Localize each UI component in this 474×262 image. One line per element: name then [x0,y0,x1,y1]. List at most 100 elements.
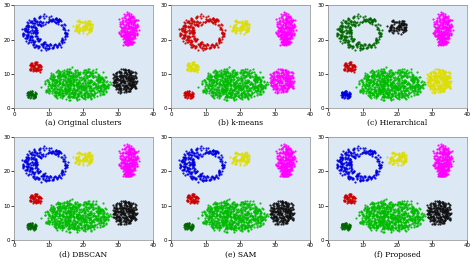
Point [82,156,90,160]
Point [33,20,41,24]
Point [363,177,371,181]
Point [426,209,433,213]
Point [129,159,137,163]
Point [439,22,447,26]
Point [72,222,79,226]
Point [285,172,293,177]
Point [379,88,386,92]
Point [269,202,277,206]
Point [281,164,288,168]
Point [288,155,296,159]
Point [368,151,376,155]
Point [191,38,199,42]
Point [415,83,422,88]
Point [359,214,367,218]
Point [78,220,85,224]
Point [115,163,122,167]
Point [129,154,137,158]
Point [194,196,201,201]
Point [399,212,406,217]
Point [388,88,395,92]
Point [179,27,187,31]
Point [225,75,233,80]
Point [440,33,447,37]
Point [257,216,264,220]
Point [445,213,453,217]
Point [400,198,408,203]
Point [433,33,441,37]
Point [438,74,446,78]
Point [93,86,100,90]
Point [205,217,213,221]
Point [272,82,279,86]
Point [82,21,89,25]
Point [29,96,37,100]
Point [227,83,234,87]
Point [394,91,401,95]
Point [407,75,414,79]
Point [73,230,81,234]
Point [69,73,76,77]
Point [285,211,293,215]
Point [59,214,67,218]
Point [373,213,380,217]
Point [414,78,422,83]
Point [60,68,68,73]
Point [439,212,447,216]
Point [64,218,72,222]
Point [187,225,195,229]
Point [358,216,365,220]
Point [72,215,80,219]
Point [124,75,131,80]
Point [193,19,201,23]
Point [247,211,255,215]
Point [23,20,31,24]
Point [226,75,233,79]
Point [34,46,42,50]
Point [126,83,134,87]
Point [282,202,290,206]
Point [65,227,73,231]
Point [402,71,410,75]
Point [49,204,57,208]
Point [122,208,129,212]
Point [49,177,56,182]
Point [44,78,52,82]
Point [86,86,93,90]
Point [210,219,218,223]
Point [281,217,289,222]
Point [213,221,220,225]
Point [63,31,71,35]
Point [127,156,135,161]
Point [438,174,446,178]
Point [246,73,254,77]
Point [96,86,104,90]
Point [249,214,256,218]
Point [27,223,34,227]
Point [181,95,189,99]
Point [375,207,383,211]
Point [399,81,406,85]
Point [55,149,62,154]
Point [64,83,72,87]
Point [190,19,197,23]
Point [433,37,441,41]
Point [270,215,277,219]
Point [338,91,346,95]
Point [430,22,438,26]
Point [348,197,356,201]
Point [56,201,64,206]
Point [124,165,131,169]
Point [213,212,220,217]
Point [27,195,34,199]
Point [218,217,226,221]
Point [281,217,289,221]
Point [34,195,42,200]
Point [125,174,132,178]
Point [76,91,83,95]
Point [438,169,445,173]
Point [70,218,78,222]
Point [346,157,354,162]
Point [217,172,225,176]
Point [123,33,130,37]
